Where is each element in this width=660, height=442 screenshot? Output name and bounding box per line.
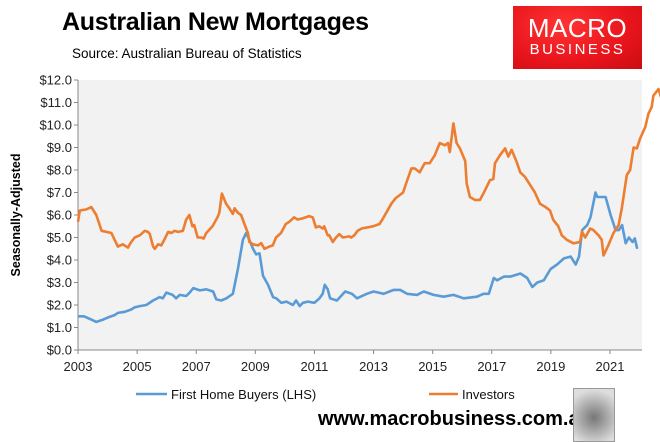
y-tick-label: $11.0 — [40, 95, 72, 110]
x-tick-label: 2007 — [182, 359, 211, 374]
x-tick-label: 2003 — [64, 359, 93, 374]
x-tick-label: 2019 — [536, 359, 565, 374]
series-lines — [76, 87, 660, 324]
x-tick-label: 2015 — [418, 359, 447, 374]
footer-url[interactable]: www.macrobusiness.com.au — [318, 408, 592, 430]
y-tick-label: $0.0 — [47, 343, 72, 358]
series-line-investors — [76, 87, 660, 257]
y-tick-label: $10.0 — [39, 118, 72, 133]
x-tick-label: 2017 — [477, 359, 506, 374]
y-tick-label: $1.0 — [47, 320, 72, 335]
wolf-icon — [573, 388, 615, 442]
y-tick-label: $6.0 — [47, 208, 72, 223]
y-tick-label: $4.0 — [47, 253, 72, 268]
x-tick-label: 2013 — [359, 359, 388, 374]
y-tick-label: $3.0 — [47, 275, 72, 290]
y-tick-label: $9.0 — [47, 140, 72, 155]
x-tick-label: 2009 — [241, 359, 270, 374]
axes: $0.0 $1.0 $2.0 $3.0 $4.0 $5.0 $6.0 $7.0 $8.0 $9.0… — [39, 73, 642, 374]
plot-area — [78, 80, 642, 350]
legend-label: Investors — [462, 387, 515, 402]
x-tick-label: 2021 — [596, 359, 625, 374]
macrobusiness-logo: MACRO BUSINESS — [513, 6, 642, 69]
chart-source: Source: Australian Bureau of Statistics — [72, 46, 302, 61]
logo-line2: BUSINESS — [529, 41, 626, 58]
y-tick-label: $7.0 — [47, 185, 72, 200]
x-tick-label: 2011 — [300, 359, 328, 374]
chart-title: Australian New Mortgages — [62, 8, 369, 36]
legend-label: First Home Buyers (LHS) — [171, 387, 316, 402]
y-axis-label: Seasonally-Adjusted — [9, 154, 23, 277]
y-tick-label: $2.0 — [47, 298, 72, 313]
y-tick-label: $5.0 — [47, 230, 72, 245]
legend: First Home Buyers (LHS) Investors — [136, 387, 515, 402]
series-line-first-home-buyers — [78, 191, 639, 324]
x-tick-label: 2005 — [123, 359, 152, 374]
y-tick-label: $8.0 — [47, 163, 72, 178]
logo-line1: MACRO — [527, 13, 628, 43]
y-tick-label: $12.0 — [39, 73, 72, 88]
